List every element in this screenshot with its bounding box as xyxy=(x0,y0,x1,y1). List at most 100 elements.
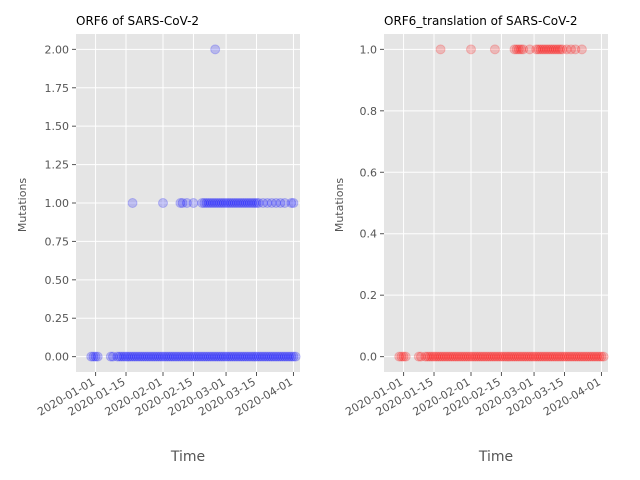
data-point xyxy=(286,351,297,362)
data-point xyxy=(225,351,236,362)
data-point xyxy=(284,351,295,362)
y-tick-label: 1.75 xyxy=(45,82,70,95)
data-point xyxy=(492,351,503,362)
data-point xyxy=(579,351,590,362)
data-point xyxy=(537,351,548,362)
data-point xyxy=(114,351,125,362)
data-point xyxy=(177,198,188,208)
data-point xyxy=(258,351,269,362)
data-point xyxy=(552,351,563,362)
data-point xyxy=(542,351,553,362)
y-tick-label: 0.25 xyxy=(45,312,70,325)
data-point xyxy=(396,351,407,362)
data-point xyxy=(489,351,500,362)
data-point xyxy=(234,198,245,208)
y-tick-label: 1.25 xyxy=(45,159,70,172)
data-points xyxy=(86,44,301,362)
data-point xyxy=(288,351,299,362)
data-point xyxy=(561,44,572,55)
data-point xyxy=(413,351,424,362)
data-point xyxy=(420,351,431,362)
data-point xyxy=(529,351,540,362)
y-tick-label: 2.00 xyxy=(45,43,70,56)
data-point xyxy=(533,351,544,362)
data-point xyxy=(175,198,186,208)
data-point xyxy=(271,198,282,208)
data-point xyxy=(422,351,433,362)
data-point xyxy=(201,351,212,362)
data-point xyxy=(481,351,492,362)
data-point xyxy=(255,351,266,362)
data-point xyxy=(583,351,594,362)
data-point xyxy=(205,198,216,208)
data-point xyxy=(448,351,459,362)
data-point xyxy=(262,198,273,208)
data-point xyxy=(258,198,269,208)
data-point xyxy=(592,351,603,362)
y-tick-label: 0.50 xyxy=(45,274,70,287)
data-point xyxy=(179,351,190,362)
data-point xyxy=(398,351,409,362)
data-point xyxy=(470,351,481,362)
data-point xyxy=(587,351,598,362)
data-point xyxy=(520,351,531,362)
data-point xyxy=(394,351,405,362)
data-point xyxy=(288,198,299,208)
data-point xyxy=(531,351,542,362)
data-point xyxy=(446,351,457,362)
data-point xyxy=(455,351,466,362)
data-point xyxy=(273,351,284,362)
data-point xyxy=(168,351,179,362)
data-point xyxy=(444,351,455,362)
data-point xyxy=(186,351,197,362)
data-point xyxy=(435,351,446,362)
chart-orf6: ORF6 of SARS-CoV-2 2020-01-012020-01-152… xyxy=(16,14,301,465)
data-point xyxy=(505,351,516,362)
data-point xyxy=(494,351,505,362)
data-point xyxy=(223,198,234,208)
data-point xyxy=(544,44,555,55)
data-point xyxy=(465,44,476,55)
data-point xyxy=(555,44,566,55)
data-point xyxy=(526,351,537,362)
plot-area xyxy=(384,34,608,372)
data-point xyxy=(197,198,208,208)
data-point xyxy=(242,351,253,362)
data-point xyxy=(199,351,210,362)
data-point xyxy=(474,351,485,362)
data-point xyxy=(251,351,262,362)
data-point xyxy=(253,351,264,362)
data-point xyxy=(585,351,596,362)
data-point xyxy=(238,198,249,208)
data-point xyxy=(574,351,585,362)
data-point xyxy=(507,351,518,362)
data-point xyxy=(598,351,609,362)
y-tick-label: 0.00 xyxy=(45,351,70,364)
data-point xyxy=(218,198,229,208)
data-point xyxy=(511,351,522,362)
data-point xyxy=(203,351,214,362)
data-point xyxy=(465,351,476,362)
data-point xyxy=(116,351,127,362)
data-point xyxy=(227,351,238,362)
data-point xyxy=(127,351,138,362)
data-point xyxy=(437,351,448,362)
data-point xyxy=(205,351,216,362)
data-point xyxy=(197,351,208,362)
data-point xyxy=(216,198,227,208)
data-point xyxy=(244,351,255,362)
data-point xyxy=(509,44,520,55)
y-ticks: 0.00 0.25 0.50 0.75 1.00 1.25 1.50 1.75 2.00 xyxy=(45,43,76,364)
x-ticks: 2020-01-012020-01-152020-02-012020-02-15… xyxy=(35,372,295,419)
data-point xyxy=(125,351,136,362)
y-tick-label: 1.50 xyxy=(45,120,70,133)
data-point xyxy=(118,351,129,362)
data-point xyxy=(518,44,529,55)
data-point xyxy=(596,351,607,362)
data-point xyxy=(429,351,440,362)
data-point xyxy=(485,351,496,362)
data-point xyxy=(244,198,255,208)
data-point xyxy=(121,351,132,362)
data-point xyxy=(262,351,273,362)
data-point xyxy=(151,351,162,362)
